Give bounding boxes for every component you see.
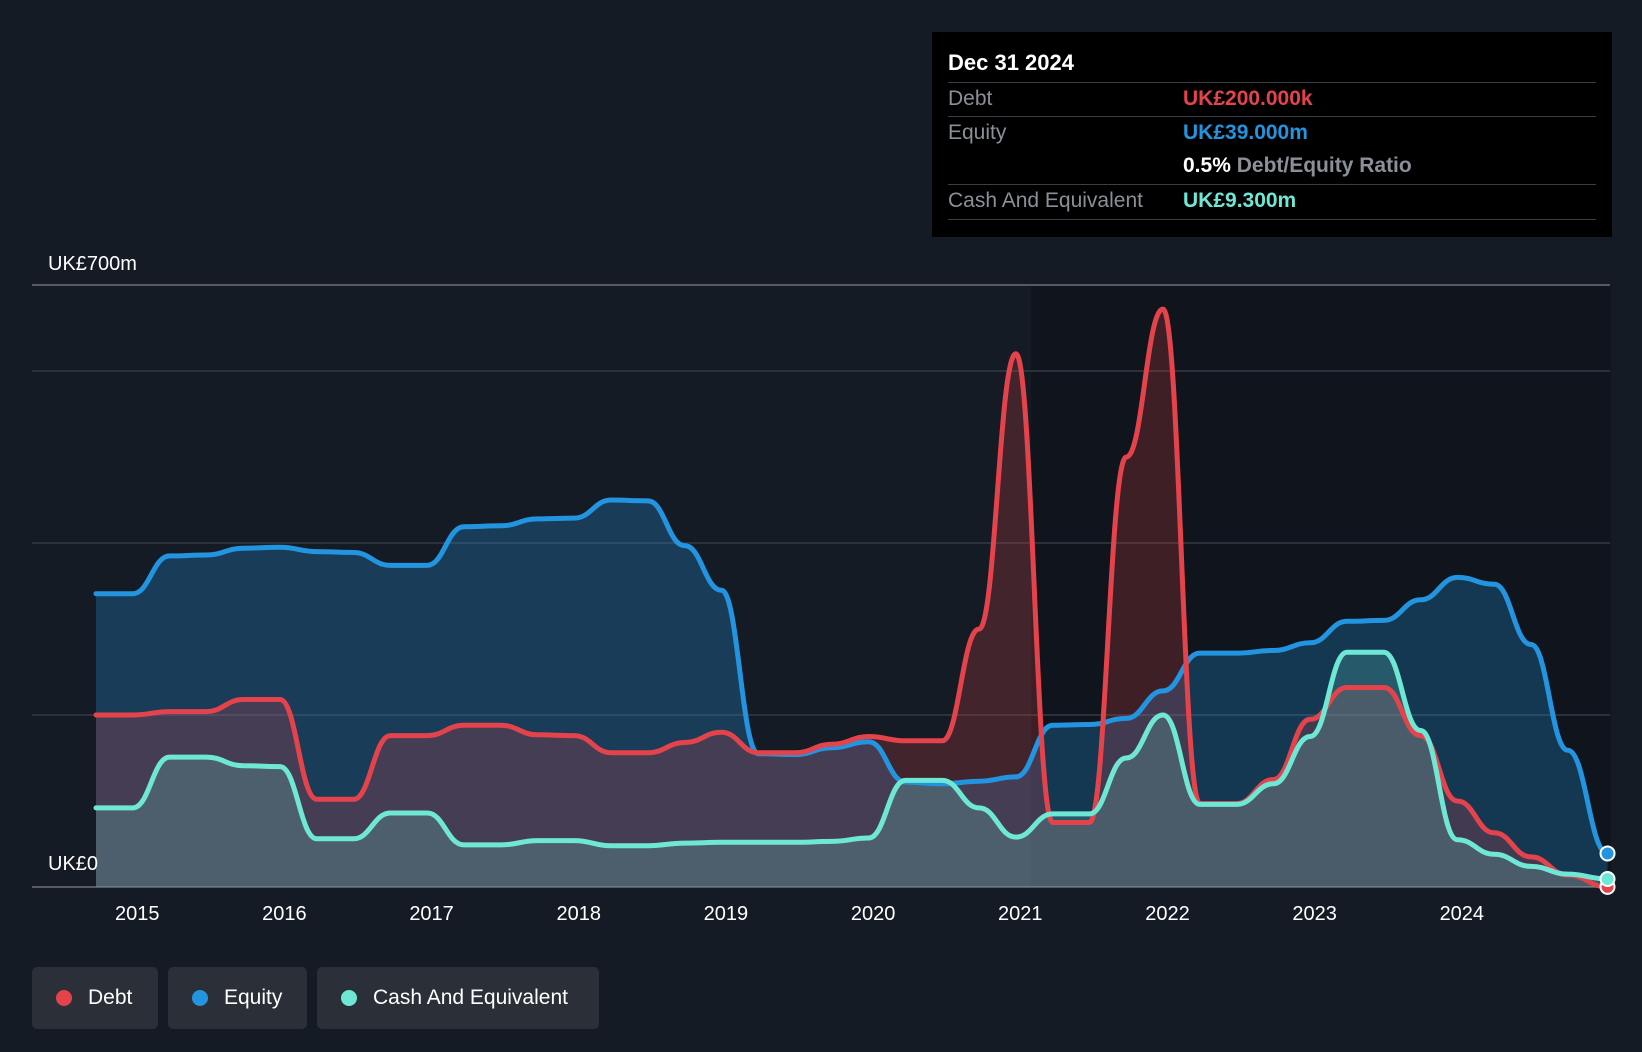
y-tick-label-max: UK£700m — [48, 253, 137, 275]
x-tick-label: 2020 — [851, 903, 896, 925]
end-marker-equity — [1599, 845, 1616, 862]
x-tick-label: 2021 — [998, 903, 1043, 925]
x-axis-ticks: 2015 2016 2017 2018 2019 2020 2021 2022 2023 2024 — [115, 903, 1484, 925]
tooltip-cash-value: UK£9.300m — [1183, 189, 1297, 212]
legend-dot-debt — [56, 990, 72, 1006]
tooltip-row-debt: Debt UK£200.000k — [948, 82, 1596, 117]
line-equity — [93, 497, 1610, 856]
legend-label-cash: Cash And Equivalent — [373, 986, 568, 1009]
legend: Debt Equity Cash And Equivalent — [32, 967, 599, 1029]
legend-item-equity[interactable]: Equity — [168, 967, 307, 1029]
legend-item-debt[interactable]: Debt — [32, 967, 158, 1029]
legend-label-equity: Equity — [224, 986, 283, 1009]
x-tick-label: 2017 — [409, 903, 454, 925]
x-tick-label: 2015 — [115, 903, 160, 925]
area-equity — [96, 500, 1608, 887]
tooltip-row-ratio: 0.5% Debt/Equity Ratio — [948, 150, 1596, 184]
series-lines — [93, 306, 1610, 890]
tooltip-row-equity: Equity UK£39.000m — [948, 116, 1596, 151]
tooltip-debt-label: Debt — [948, 87, 993, 110]
legend-dot-equity — [192, 990, 208, 1006]
legend-label-debt: Debt — [88, 986, 133, 1009]
tooltip-equity-value: UK£39.000m — [1183, 121, 1308, 144]
area-debt — [96, 309, 1608, 888]
tooltip-equity-label: Equity — [948, 121, 1007, 144]
legend-item-cash[interactable]: Cash And Equivalent — [317, 967, 599, 1029]
tooltip-ratio-value: 0.5% — [1183, 154, 1231, 177]
area-cash-and-equivalent — [96, 652, 1608, 887]
x-tick-label: 2016 — [262, 903, 307, 925]
line-cash-and-equivalent — [93, 649, 1610, 882]
end-marker-cash-and-equivalent — [1599, 871, 1616, 888]
grid-lines — [32, 284, 1610, 888]
tooltip-ratio-label: Debt/Equity Ratio — [1236, 154, 1412, 177]
x-tick-label: 2022 — [1145, 903, 1190, 925]
end-markers — [1599, 845, 1616, 895]
x-tick-label: 2024 — [1440, 903, 1485, 925]
tooltip-date: Dec 31 2024 — [948, 50, 1074, 75]
x-tick-label: 2018 — [556, 903, 601, 925]
tooltip-cash-label: Cash And Equivalent — [948, 189, 1143, 212]
tooltip-row-cash: Cash And Equivalent UK£9.300m — [948, 184, 1596, 220]
legend-dot-cash — [341, 990, 357, 1006]
tooltip-debt-value: UK£200.000k — [1183, 87, 1313, 110]
tooltip-ratio: 0.5% Debt/Equity Ratio — [1183, 154, 1412, 178]
tooltip-panel: Dec 31 2024 Debt UK£200.000k Equity UK£3… — [932, 32, 1612, 237]
y-tick-label-min: UK£0 — [48, 853, 98, 875]
series-areas — [96, 309, 1608, 888]
plot-highlight-region — [1031, 285, 1611, 887]
x-tick-label: 2019 — [704, 903, 749, 925]
x-tick-label: 2023 — [1292, 903, 1337, 925]
